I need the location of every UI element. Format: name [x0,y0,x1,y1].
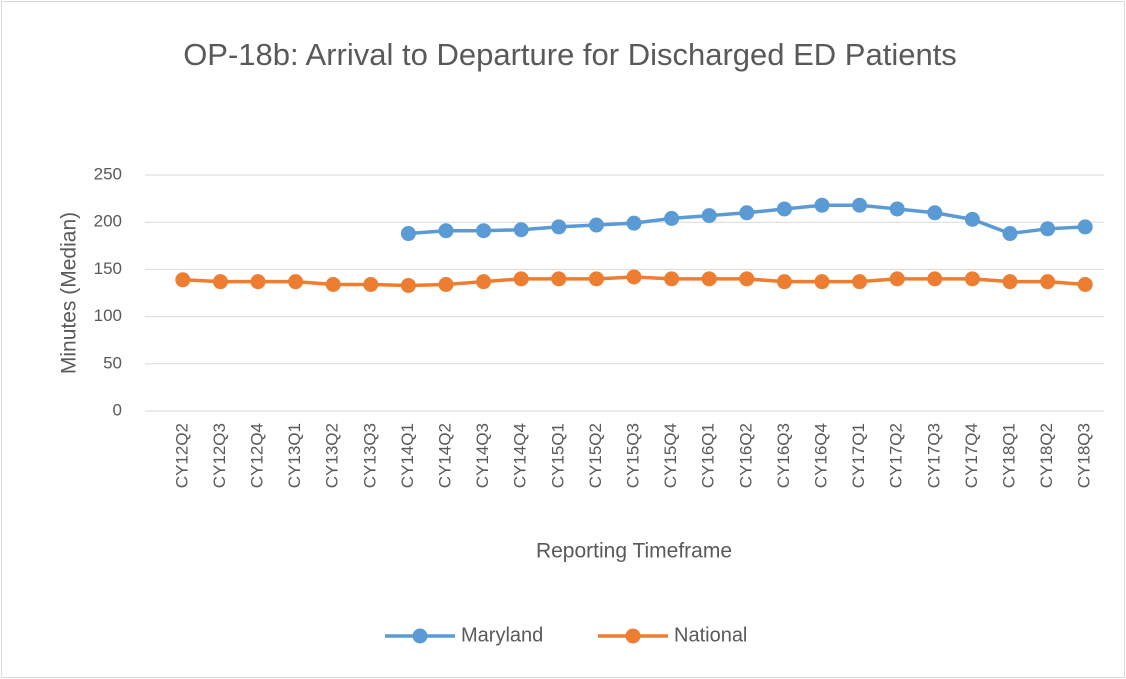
data-point [212,274,228,290]
y-tick-label: 0 [113,400,122,419]
x-tick-label: CY18Q2 [1037,423,1056,488]
x-tick-label: CY15Q3 [623,423,642,488]
data-point [964,271,980,287]
x-tick-label: CY13Q2 [323,423,342,488]
data-point [438,277,454,293]
data-point [588,271,604,287]
data-point [814,274,830,290]
legend-label: Maryland [461,624,543,646]
x-tick-label: CY12Q2 [172,423,191,488]
y-tick-label: 250 [94,164,122,183]
data-point [964,211,980,227]
data-point [1040,274,1056,290]
x-tick-label: CY16Q1 [699,423,718,488]
chart-title: OP-18b: Arrival to Departure for Dischar… [183,37,957,72]
x-tick-label: CY16Q4 [811,423,830,488]
x-tick-label: CY15Q1 [548,423,567,488]
data-point [476,223,492,239]
x-tick-label: CY17Q1 [849,423,868,488]
data-point [438,223,454,239]
data-point [852,274,868,290]
data-point [288,274,304,290]
data-point [626,269,642,285]
data-point [250,274,266,290]
legend-marker [625,628,641,644]
data-point [664,210,680,226]
data-point [588,217,604,233]
y-tick-label: 200 [94,212,122,231]
x-tick-label: CY13Q3 [360,423,379,488]
data-point [739,205,755,221]
data-point [701,271,717,287]
x-tick-label: CY15Q2 [586,423,605,488]
data-point [1002,274,1018,290]
data-point [776,274,792,290]
x-axis-title: Reporting Timeframe [536,540,732,563]
data-point [400,226,416,242]
x-tick-label: CY18Q3 [1075,423,1094,488]
x-tick-label: CY13Q1 [285,423,304,488]
data-point [476,274,492,290]
data-point [852,197,868,213]
data-point [551,271,567,287]
legend-label: National [674,624,747,646]
legend-marker [412,628,428,644]
data-point [814,197,830,213]
x-tick-label: CY14Q3 [473,423,492,488]
data-point [664,271,680,287]
x-tick-label: CY14Q4 [511,423,530,488]
data-point [927,271,943,287]
data-point [363,277,379,293]
x-tick-label: CY12Q3 [210,423,229,488]
data-point [889,271,905,287]
x-tick-label: CY17Q3 [924,423,943,488]
x-tick-label: CY17Q4 [962,423,981,488]
data-point [927,205,943,221]
x-tick-label: CY16Q3 [774,423,793,488]
data-point [1002,226,1018,242]
data-point [1077,277,1093,293]
x-tick-label: CY18Q1 [999,423,1018,488]
data-point [1040,221,1056,237]
data-point [513,222,529,238]
data-point [776,201,792,217]
x-tick-label: CY14Q1 [398,423,417,488]
data-point [626,215,642,231]
x-tick-label: CY12Q4 [247,423,266,488]
x-tick-label: CY17Q2 [887,423,906,488]
data-point [739,271,755,287]
data-point [701,208,717,224]
y-tick-label: 150 [94,259,122,278]
data-point [1077,219,1093,235]
data-point [175,272,191,288]
y-tick-label: 50 [103,353,122,372]
y-axis-title: Minutes (Median) [58,212,81,374]
data-point [513,271,529,287]
data-point [551,219,567,235]
data-point [325,277,341,293]
x-tick-label: CY16Q2 [736,423,755,488]
data-point [889,201,905,217]
x-tick-label: CY14Q2 [435,423,454,488]
x-tick-label: CY15Q4 [661,423,680,488]
y-tick-label: 100 [94,306,122,325]
data-point [400,277,416,293]
